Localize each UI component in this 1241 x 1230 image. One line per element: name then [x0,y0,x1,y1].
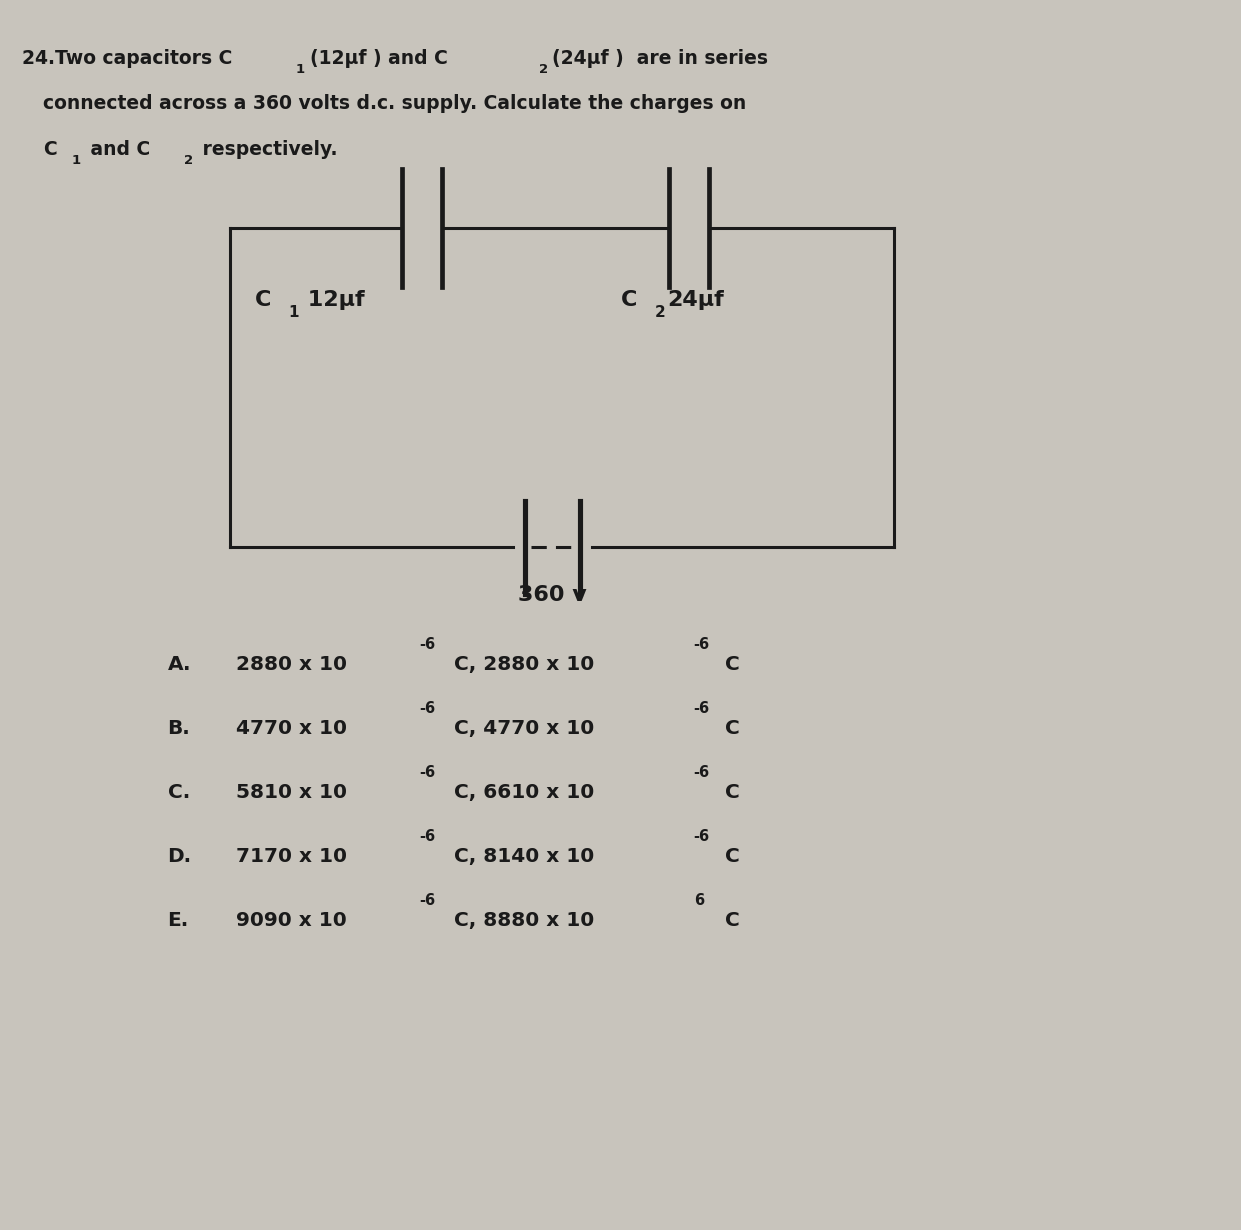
Text: connected across a 360 volts d.c. supply. Calculate the charges on: connected across a 360 volts d.c. supply… [43,95,747,113]
Text: -6: -6 [419,829,436,844]
Text: C: C [725,720,740,738]
Text: C, 8880 x 10: C, 8880 x 10 [454,911,594,930]
Text: 6: 6 [694,893,704,908]
Text: C: C [254,290,271,310]
Text: C, 2880 x 10: C, 2880 x 10 [454,656,594,674]
Text: C: C [620,290,637,310]
Text: C: C [725,911,740,930]
Text: 4770 x 10: 4770 x 10 [236,720,346,738]
Text: 24μf: 24μf [668,290,725,310]
Text: 2: 2 [539,63,547,76]
Text: -6: -6 [419,765,436,780]
Text: 1: 1 [295,63,304,76]
Text: 24.Two capacitors C: 24.Two capacitors C [22,49,233,68]
Text: D.: D. [168,847,191,866]
Text: -6: -6 [694,701,710,716]
Text: C, 6610 x 10: C, 6610 x 10 [454,784,594,802]
Text: B.: B. [168,720,190,738]
Text: respectively.: respectively. [196,140,338,159]
Text: C, 4770 x 10: C, 4770 x 10 [454,720,594,738]
Text: 12μf: 12μf [300,290,365,310]
Text: -6: -6 [694,765,710,780]
Text: 360 v: 360 v [517,585,587,605]
Text: 5810 x 10: 5810 x 10 [236,784,346,802]
Text: (24μf )  are in series: (24μf ) are in series [552,49,768,68]
Text: 1: 1 [72,154,81,167]
Text: 2: 2 [655,305,666,320]
Text: (12μf ) and C: (12μf ) and C [310,49,448,68]
Text: -6: -6 [694,829,710,844]
Text: 2880 x 10: 2880 x 10 [236,656,346,674]
Text: 1: 1 [288,305,298,320]
Text: 2: 2 [184,154,192,167]
Text: C: C [43,140,57,159]
Text: C: C [725,656,740,674]
Text: A.: A. [168,656,191,674]
Text: -6: -6 [419,893,436,908]
Text: C: C [725,784,740,802]
Text: 7170 x 10: 7170 x 10 [236,847,346,866]
Text: C: C [725,847,740,866]
Text: -6: -6 [694,637,710,652]
Text: -6: -6 [419,637,436,652]
Text: E.: E. [168,911,189,930]
Text: C.: C. [168,784,190,802]
Text: and C: and C [84,140,150,159]
Text: C, 8140 x 10: C, 8140 x 10 [454,847,594,866]
Text: 9090 x 10: 9090 x 10 [236,911,346,930]
Text: -6: -6 [419,701,436,716]
